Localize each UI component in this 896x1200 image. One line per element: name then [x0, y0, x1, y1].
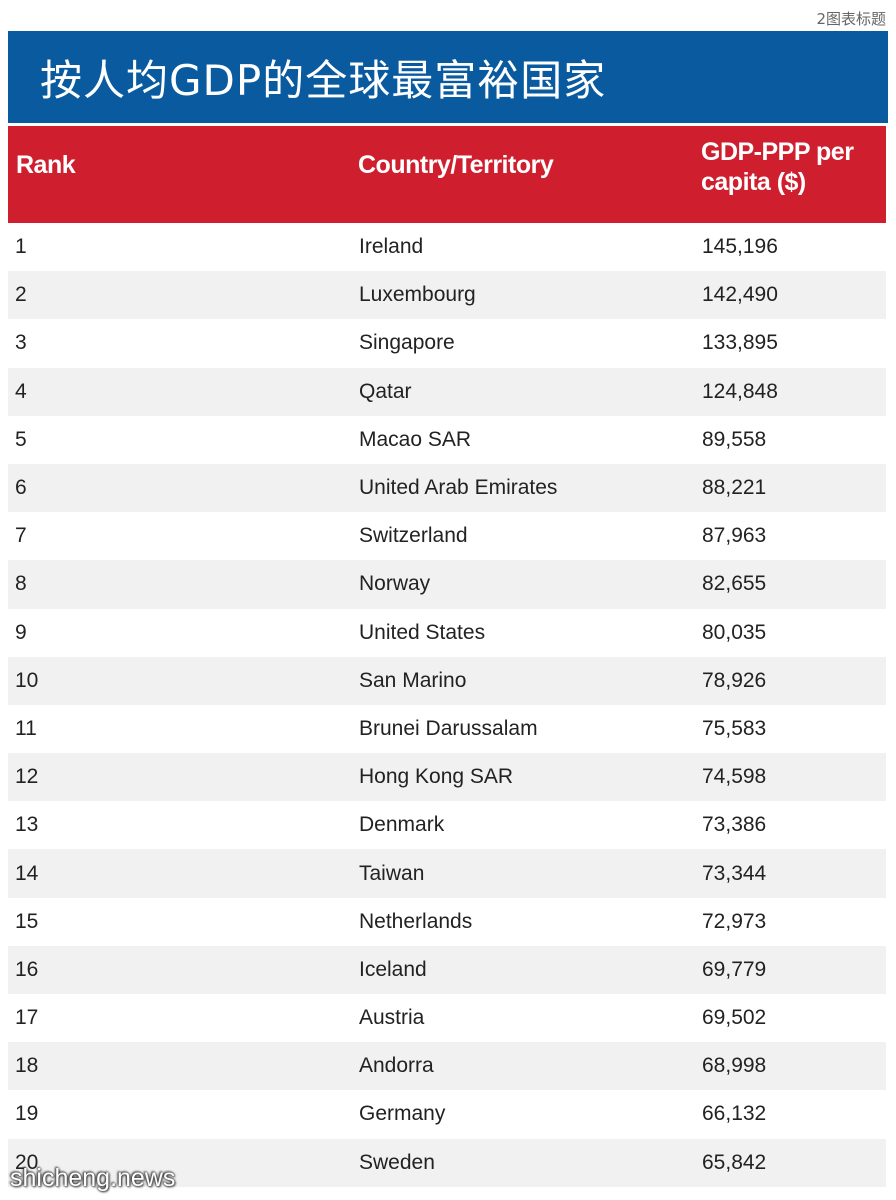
- cell-gdp: 142,490: [702, 283, 778, 307]
- table-row: 2 Luxembourg 142,490: [8, 271, 886, 320]
- table-row: 12 Hong Kong SAR 74,598: [8, 753, 886, 802]
- table-row: 5 Macao SAR 89,558: [8, 416, 886, 464]
- cell-country: Macao SAR: [359, 427, 472, 451]
- table-row: 20 Sweden 65,842: [8, 1138, 886, 1187]
- cell-country: Ireland: [359, 235, 424, 259]
- cell-gdp: 80,035: [702, 620, 767, 644]
- cell-gdp: 72,973: [702, 909, 767, 933]
- cell-rank: 20: [15, 1150, 39, 1174]
- table-body: 1 Ireland 145,196 2 Luxembourg 142,490 3 Singap…: [8, 223, 886, 1187]
- cell-rank: 16: [15, 957, 39, 981]
- cell-rank: 7: [15, 524, 27, 548]
- cell-country: Austria: [359, 1006, 425, 1030]
- table-row: 3 Singapore 133,895: [8, 319, 886, 367]
- cell-gdp: 88,221: [702, 476, 767, 500]
- image-caption: 2图表标题: [816, 10, 886, 28]
- cell-country: Luxembourg: [359, 283, 476, 307]
- cell-gdp: 69,779: [702, 957, 767, 981]
- cell-rank: 18: [15, 1054, 39, 1078]
- cell-rank: 3: [15, 331, 27, 355]
- cell-gdp: 87,963: [702, 524, 767, 548]
- cell-rank: 9: [15, 620, 27, 644]
- table-row: 8 Norway 82,655: [8, 560, 886, 609]
- cell-rank: 5: [15, 427, 27, 451]
- cell-rank: 8: [15, 572, 27, 596]
- cell-country: San Marino: [359, 668, 467, 692]
- title-banner: 按人均GDP的全球最富裕国家: [8, 31, 888, 123]
- cell-country: Germany: [359, 1102, 446, 1126]
- cell-gdp: 65,842: [702, 1150, 767, 1174]
- table-row: 7 Switzerland 87,963: [8, 512, 886, 560]
- cell-country: Norway: [359, 572, 431, 596]
- table-row: 19 Germany 66,132: [8, 1090, 886, 1138]
- cell-gdp: 73,386: [702, 813, 767, 837]
- cell-gdp: 68,998: [702, 1054, 767, 1078]
- cell-rank: 11: [15, 716, 37, 740]
- table-row: 13 Denmark 73,386: [8, 801, 886, 849]
- cell-country: United States: [359, 620, 486, 644]
- cell-country: Sweden: [359, 1150, 435, 1174]
- cell-rank: 12: [15, 765, 39, 789]
- cell-rank: 19: [15, 1102, 39, 1126]
- cell-country: Singapore: [359, 331, 455, 355]
- watermark: shicheng.news: [10, 1164, 176, 1192]
- cell-rank: 17: [15, 1006, 39, 1030]
- table-row: 14 Taiwan 73,344: [8, 849, 886, 898]
- cell-gdp: 69,502: [702, 1006, 767, 1030]
- cell-gdp: 74,598: [702, 765, 767, 789]
- cell-rank: 10: [15, 668, 39, 692]
- cell-rank: 13: [15, 813, 39, 837]
- gdp-table: Rank Country/Territory GDP-PPP per capit…: [8, 126, 886, 1187]
- column-header-gdp: GDP-PPP per capita ($): [701, 138, 854, 196]
- table-row: 17 Austria 69,502: [8, 994, 886, 1042]
- cell-country: Denmark: [359, 813, 445, 837]
- cell-gdp: 133,895: [702, 331, 778, 355]
- cell-gdp: 89,558: [702, 427, 767, 451]
- cell-country: Brunei Darussalam: [359, 716, 538, 740]
- table-header: Rank Country/Territory GDP-PPP per capit…: [8, 126, 886, 223]
- cell-country: Qatar: [359, 379, 412, 403]
- cell-country: Taiwan: [359, 861, 425, 885]
- table-row: 9 United States 80,035: [8, 609, 886, 657]
- cell-gdp: 82,655: [702, 572, 767, 596]
- cell-rank: 15: [15, 909, 39, 933]
- cell-gdp: 66,132: [702, 1102, 767, 1126]
- cell-country: Andorra: [359, 1054, 434, 1078]
- table-row: 18 Andorra 68,998: [8, 1042, 886, 1091]
- table-row: 1 Ireland 145,196: [8, 223, 886, 271]
- cell-country: Switzerland: [359, 524, 468, 548]
- cell-rank: 6: [15, 476, 27, 500]
- cell-rank: 2: [15, 283, 27, 307]
- table-row: 15 Netherlands 72,973: [8, 898, 886, 946]
- cell-country: Iceland: [359, 957, 427, 981]
- table-row: 4 Qatar 124,848: [8, 367, 886, 416]
- table-row: 16 Iceland 69,779: [8, 945, 886, 994]
- cell-country: Hong Kong SAR: [359, 765, 514, 789]
- cell-rank: 14: [15, 861, 39, 885]
- cell-gdp: 75,583: [702, 716, 767, 740]
- cell-rank: 4: [15, 379, 27, 403]
- cell-gdp: 145,196: [702, 235, 778, 259]
- cell-gdp: 124,848: [702, 379, 778, 403]
- table-row: 6 United Arab Emirates 88,221: [8, 463, 886, 513]
- column-header-country: Country/Territory: [358, 151, 554, 179]
- column-header-rank: Rank: [16, 151, 76, 179]
- cell-country: United Arab Emirates: [359, 476, 558, 500]
- cell-gdp: 78,926: [702, 668, 767, 692]
- cell-gdp: 73,344: [702, 861, 767, 885]
- cell-country: Netherlands: [359, 909, 473, 933]
- cell-rank: 1: [15, 235, 27, 259]
- table-row: 10 San Marino 78,926: [8, 656, 886, 705]
- chart-title: 按人均GDP的全球最富裕国家: [40, 55, 607, 105]
- table-row: 11 Brunei Darussalam 75,583: [8, 705, 886, 753]
